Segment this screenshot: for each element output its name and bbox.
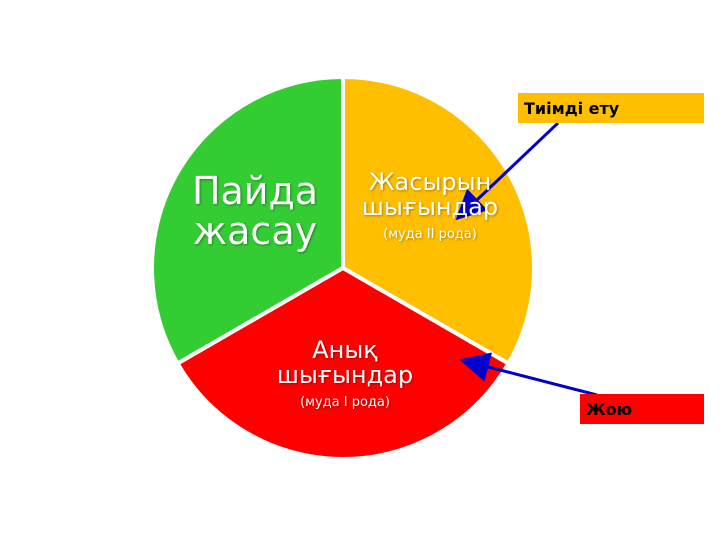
- label-line: Пайда: [191, 169, 319, 213]
- arrow-optimize: [455, 121, 560, 221]
- slice-value-creation: [150, 74, 345, 367]
- label-line: Анық: [312, 336, 378, 364]
- label-line: шығындар: [276, 361, 414, 390]
- label-line: шығындар: [361, 193, 499, 222]
- slice-label-obvious: Анық шығындар (муда I рода): [265, 336, 425, 411]
- arrow-eliminate: [459, 352, 598, 397]
- slice-label-value: Пайда жасау: [180, 169, 330, 253]
- slice-hidden-losses: [341, 74, 536, 367]
- callout-eliminate: Жою: [580, 394, 704, 424]
- label-note: (муда II рода): [383, 227, 477, 243]
- slice-obvious-losses: [174, 265, 512, 461]
- slice-label-hidden: Жасырын шығындар (муда II рода): [350, 168, 510, 243]
- callout-optimize: Тиімді ету: [518, 93, 704, 123]
- label-line: жасау: [192, 208, 318, 253]
- label-line: Жасырын: [368, 168, 492, 196]
- label-note: (муда I рода): [300, 395, 390, 411]
